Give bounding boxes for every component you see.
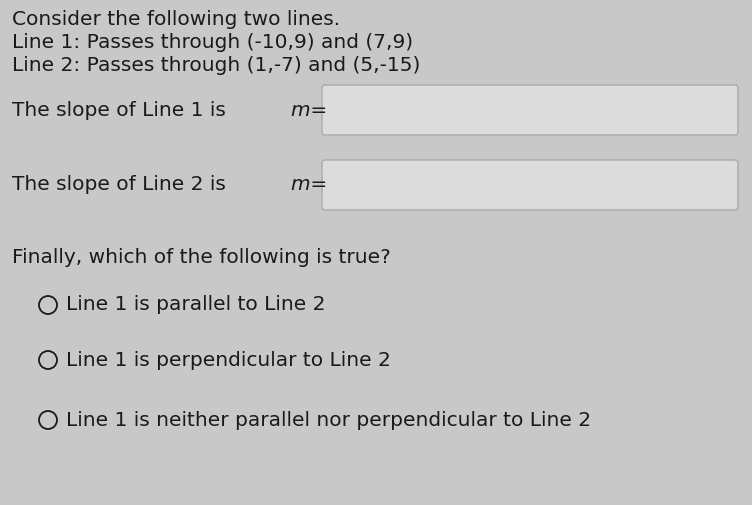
FancyBboxPatch shape <box>322 85 738 135</box>
Text: Line 1 is parallel to Line 2: Line 1 is parallel to Line 2 <box>66 295 326 315</box>
FancyBboxPatch shape <box>322 160 738 210</box>
Text: The slope of Line 2 is: The slope of Line 2 is <box>12 176 232 194</box>
Text: Line 1: Passes through (-10,9) and (7,9): Line 1: Passes through (-10,9) and (7,9) <box>12 33 413 52</box>
Text: m: m <box>290 100 310 120</box>
Text: m: m <box>290 176 310 194</box>
Text: The slope of Line 1 is: The slope of Line 1 is <box>12 100 232 120</box>
Text: =: = <box>304 176 327 194</box>
Text: Consider the following two lines.: Consider the following two lines. <box>12 10 340 29</box>
Text: Line 2: Passes through (1,-7) and (5,-15): Line 2: Passes through (1,-7) and (5,-15… <box>12 56 420 75</box>
Text: Line 1 is neither parallel nor perpendicular to Line 2: Line 1 is neither parallel nor perpendic… <box>66 411 591 429</box>
Text: =: = <box>304 100 327 120</box>
Text: Line 1 is perpendicular to Line 2: Line 1 is perpendicular to Line 2 <box>66 350 391 370</box>
Text: Finally, which of the following is true?: Finally, which of the following is true? <box>12 248 391 267</box>
